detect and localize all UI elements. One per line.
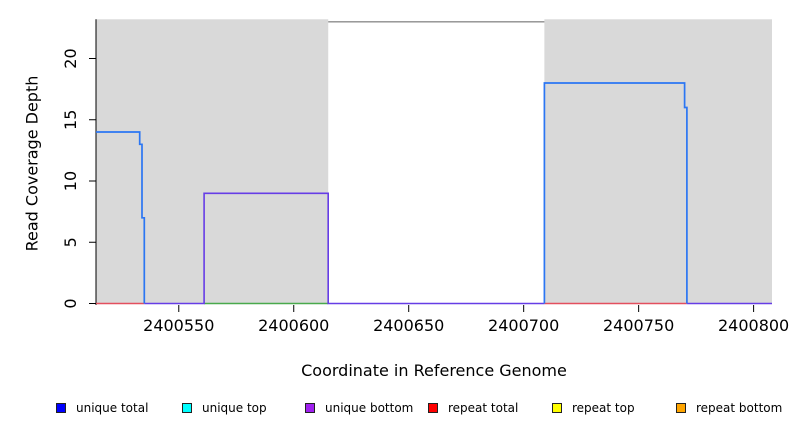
- legend-label: repeat top: [572, 401, 635, 415]
- legend-swatch-icon: [428, 403, 438, 413]
- legend-label: unique total: [76, 401, 149, 415]
- x-tick-label: 2400750: [603, 316, 674, 335]
- y-tick-label: 20: [61, 48, 80, 68]
- legend-item-unique-bottom: unique bottom: [305, 400, 413, 416]
- legend-label: unique bottom: [325, 401, 414, 415]
- legend-label: unique top: [202, 401, 267, 415]
- legend: unique total unique top unique bottom repea…: [0, 400, 792, 420]
- legend-label: repeat total: [448, 401, 519, 415]
- legend-swatch-icon: [552, 403, 562, 413]
- legend-swatch-icon: [676, 403, 686, 413]
- left-shaded-region: [96, 19, 329, 304]
- x-tick-label: 2400650: [373, 316, 444, 335]
- series-unique-bottom: [144, 192, 545, 305]
- right-shaded-region: [544, 19, 772, 304]
- legend-item-repeat-bottom: repeat bottom: [676, 400, 782, 416]
- x-tick-label: 2400800: [718, 316, 789, 335]
- y-tick-label: 5: [61, 237, 80, 247]
- y-tick-label: 0: [61, 298, 80, 308]
- legend-swatch-icon: [305, 403, 315, 413]
- y-axis-title: Read Coverage Depth: [22, 75, 42, 252]
- x-tick-label: 2400550: [143, 316, 214, 335]
- x-tick-label: 2400600: [258, 316, 329, 335]
- x-tick-label: 2400700: [488, 316, 559, 335]
- y-tick-label: 15: [61, 110, 80, 130]
- legend-item-repeat-top: repeat top: [552, 400, 635, 416]
- series-unique-total: [543, 82, 688, 304]
- legend-swatch-icon: [182, 403, 192, 413]
- legend-item-unique-top: unique top: [182, 400, 267, 416]
- legend-swatch-icon: [56, 403, 66, 413]
- legend-item-repeat-total: repeat total: [428, 400, 518, 416]
- x-axis-title: Coordinate in Reference Genome: [301, 361, 567, 380]
- legend-label: repeat bottom: [696, 401, 783, 415]
- y-tick-label: 10: [61, 171, 80, 191]
- series-unique-total: [96, 131, 146, 304]
- legend-item-unique-total: unique total: [56, 400, 148, 416]
